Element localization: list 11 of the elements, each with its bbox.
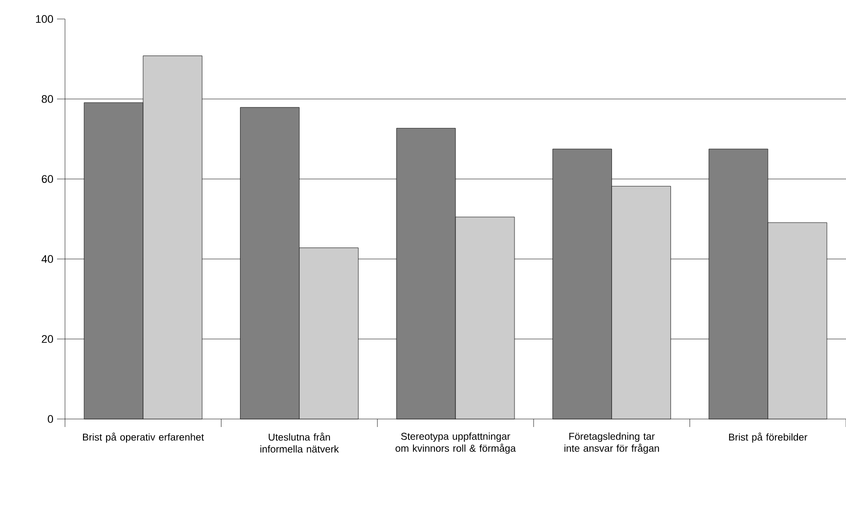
x-tick-label: Brist på förebilder [729,432,808,443]
x-tick-label: Stereotypa uppfattningar om kvinnors roll & förmåga [396,432,516,454]
x-tick-label: Brist på operativ erfarenhet [83,432,204,443]
y-tick-label: 20 [42,335,54,343]
y-tick-label: 80 [42,95,54,103]
x-tick-label: Uteslutna från informella nätverk [260,432,339,453]
y-tick-label: 60 [42,175,54,183]
x-tick-label: Företagsledning tar inte ansvar för frågan [564,432,659,454]
y-tick-label: 0 [48,415,54,423]
y-tick-label: 40 [42,255,54,263]
y-tick-label: 100 [36,15,54,23]
